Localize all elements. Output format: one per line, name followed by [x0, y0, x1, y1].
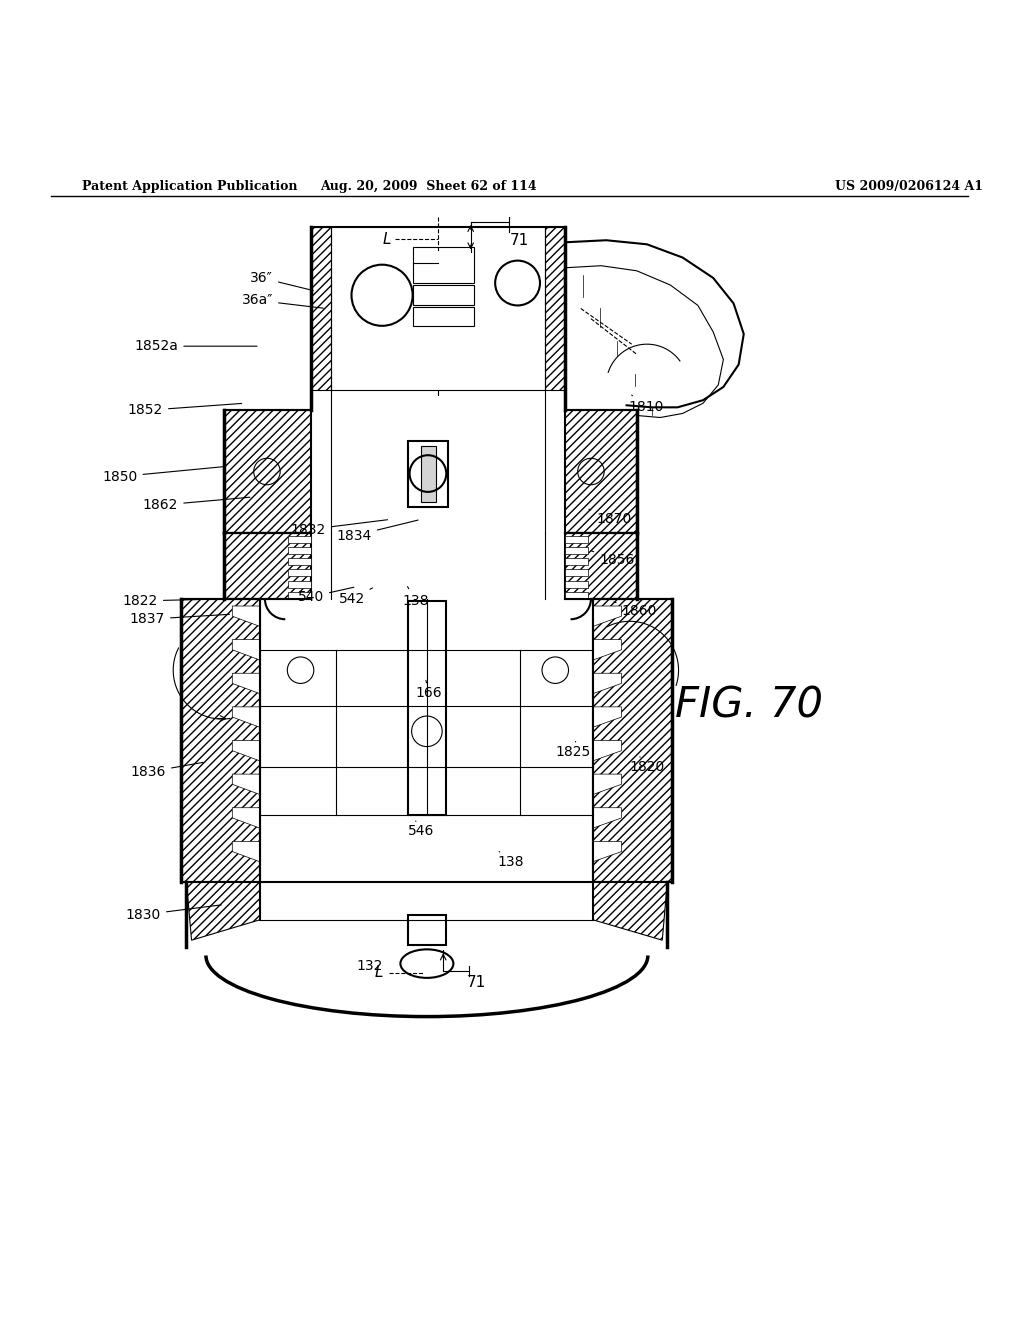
- Bar: [289, 546, 310, 554]
- Text: 1856: 1856: [592, 550, 635, 568]
- Polygon shape: [593, 741, 622, 760]
- Bar: [565, 569, 588, 577]
- Text: 36″: 36″: [250, 271, 313, 290]
- Text: 166: 166: [416, 680, 442, 700]
- Bar: [565, 558, 588, 565]
- Bar: [413, 308, 474, 326]
- Text: 1860: 1860: [614, 602, 656, 618]
- Text: 546: 546: [408, 821, 434, 838]
- Polygon shape: [310, 227, 331, 389]
- Polygon shape: [593, 640, 622, 660]
- Polygon shape: [224, 533, 310, 599]
- Text: L: L: [383, 232, 391, 247]
- Bar: [408, 601, 446, 814]
- Text: 1837: 1837: [130, 612, 229, 626]
- Text: 138: 138: [402, 586, 429, 609]
- Text: 542: 542: [339, 587, 373, 606]
- Text: 36a″: 36a″: [242, 293, 324, 308]
- Polygon shape: [593, 599, 673, 882]
- Polygon shape: [232, 673, 260, 693]
- Text: 1822: 1822: [123, 594, 223, 609]
- Text: 1832: 1832: [291, 520, 387, 537]
- Bar: [408, 915, 446, 945]
- Text: 1820: 1820: [630, 756, 665, 774]
- Polygon shape: [593, 606, 622, 627]
- Text: L: L: [375, 965, 383, 981]
- Bar: [408, 441, 449, 507]
- Text: 132: 132: [356, 958, 383, 973]
- Polygon shape: [565, 411, 637, 533]
- Polygon shape: [186, 882, 260, 940]
- Text: 138: 138: [498, 851, 523, 869]
- Polygon shape: [224, 411, 310, 533]
- Bar: [413, 247, 474, 282]
- Text: 1850: 1850: [102, 467, 223, 483]
- Polygon shape: [232, 606, 260, 627]
- Bar: [289, 569, 310, 577]
- Polygon shape: [593, 708, 622, 727]
- Text: Aug. 20, 2009  Sheet 62 of 114: Aug. 20, 2009 Sheet 62 of 114: [319, 180, 537, 193]
- Text: 1830: 1830: [126, 906, 221, 921]
- Polygon shape: [593, 774, 622, 795]
- Text: 1834: 1834: [337, 520, 418, 543]
- Bar: [289, 591, 310, 599]
- Bar: [565, 581, 588, 587]
- Text: 1862: 1862: [143, 498, 250, 512]
- Bar: [565, 536, 588, 543]
- Bar: [565, 546, 588, 554]
- Polygon shape: [181, 599, 260, 882]
- Polygon shape: [232, 708, 260, 727]
- Text: 1825: 1825: [555, 742, 591, 759]
- Text: 1870: 1870: [589, 510, 631, 527]
- Text: FIG. 70: FIG. 70: [675, 685, 823, 727]
- Bar: [421, 446, 436, 502]
- Polygon shape: [593, 841, 622, 862]
- Bar: [413, 285, 474, 305]
- Bar: [289, 558, 310, 565]
- Polygon shape: [232, 774, 260, 795]
- Polygon shape: [545, 227, 565, 389]
- Polygon shape: [232, 640, 260, 660]
- Text: 1810: 1810: [629, 395, 664, 414]
- Polygon shape: [593, 882, 668, 940]
- Text: Patent Application Publication: Patent Application Publication: [82, 180, 297, 193]
- Text: 71: 71: [467, 975, 486, 990]
- Bar: [289, 536, 310, 543]
- Text: 540: 540: [298, 587, 354, 603]
- Polygon shape: [565, 533, 637, 599]
- Text: 1852: 1852: [128, 404, 242, 417]
- Polygon shape: [593, 673, 622, 693]
- Polygon shape: [232, 741, 260, 760]
- Bar: [289, 581, 310, 587]
- Bar: [565, 591, 588, 599]
- Polygon shape: [232, 808, 260, 828]
- Polygon shape: [232, 841, 260, 862]
- Text: 71: 71: [510, 232, 529, 248]
- Polygon shape: [593, 808, 622, 828]
- Text: 1836: 1836: [131, 763, 203, 779]
- Text: 1852a: 1852a: [134, 339, 257, 354]
- Text: US 2009/0206124 A1: US 2009/0206124 A1: [836, 180, 983, 193]
